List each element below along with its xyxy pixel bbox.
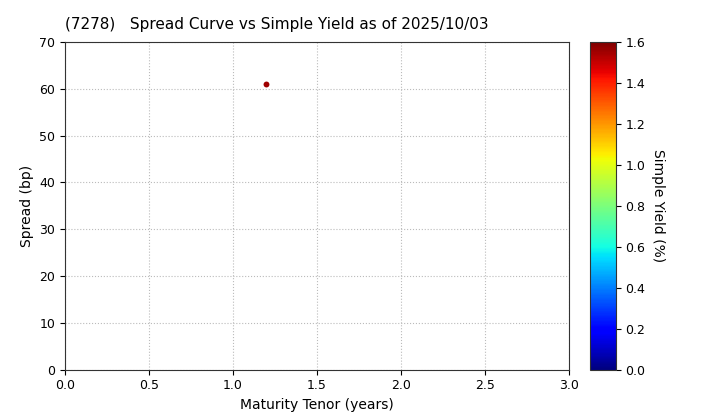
X-axis label: Maturity Tenor (years): Maturity Tenor (years)	[240, 398, 394, 412]
Text: (7278)   Spread Curve vs Simple Yield as of 2025/10/03: (7278) Spread Curve vs Simple Yield as o…	[65, 17, 488, 32]
Point	[261, 81, 272, 87]
Y-axis label: Spread (bp): Spread (bp)	[19, 165, 34, 247]
Y-axis label: Simple Yield (%): Simple Yield (%)	[651, 149, 665, 262]
